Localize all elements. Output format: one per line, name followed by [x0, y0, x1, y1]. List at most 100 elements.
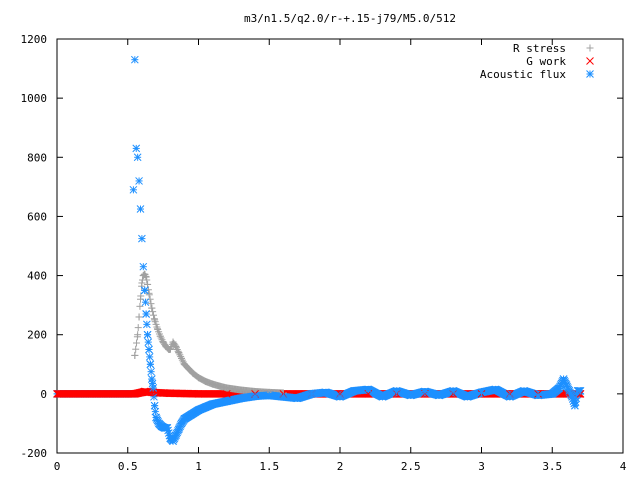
- data-point: [141, 270, 149, 278]
- chart-title: m3/n1.5/q2.0/r-+.15-j79/M5.0/512: [244, 12, 456, 25]
- data-point: [237, 394, 245, 403]
- data-point: [321, 388, 330, 397]
- data-point: [435, 391, 443, 400]
- data-point: [187, 410, 196, 419]
- data-point: [208, 400, 217, 409]
- data-point: [378, 392, 387, 401]
- data-point: [406, 391, 415, 400]
- data-point: [172, 343, 180, 351]
- data-point: [169, 338, 177, 346]
- x-tick-label: 1: [195, 460, 202, 473]
- data-point: [180, 389, 189, 398]
- trail-point: [146, 295, 154, 303]
- data-point: [573, 387, 582, 395]
- series-trail: [140, 286, 585, 446]
- x-tick-label: 3.5: [542, 460, 562, 473]
- legend-marker: [586, 44, 594, 52]
- data-point: [135, 177, 143, 185]
- y-tick-label: 1200: [21, 33, 48, 46]
- data-point: [293, 394, 302, 403]
- y-tick-label: 400: [27, 270, 47, 283]
- data-point: [138, 388, 146, 397]
- data-point: [336, 392, 344, 401]
- legend-label: G work: [526, 55, 566, 68]
- series-2: [129, 55, 582, 446]
- series-0: [131, 270, 287, 397]
- y-tick-label: 1000: [21, 92, 48, 105]
- data-point: [555, 384, 564, 392]
- trail-point: [133, 339, 141, 347]
- trail-point: [172, 344, 180, 352]
- data-point: [265, 391, 274, 400]
- data-point: [138, 234, 146, 243]
- data-point: [143, 330, 152, 339]
- y-tick-label: 600: [27, 210, 47, 223]
- data-point: [163, 424, 172, 432]
- data-point: [130, 55, 139, 64]
- data-point: [180, 360, 188, 368]
- data-point: [194, 390, 203, 398]
- trail-point: [142, 320, 151, 329]
- data-point: [307, 390, 316, 398]
- data-point: [421, 387, 429, 396]
- trail-point: [141, 298, 150, 307]
- x-tick-label: 2: [337, 460, 344, 473]
- legend-label: R stress: [513, 42, 566, 55]
- trail-point: [147, 300, 155, 308]
- data-point: [251, 392, 259, 401]
- data-point: [156, 332, 164, 340]
- data-point: [548, 390, 557, 398]
- data-point: [134, 331, 142, 339]
- data-point: [135, 313, 143, 321]
- data-point: [463, 392, 472, 401]
- data-point: [185, 365, 193, 373]
- legend-marker: [586, 70, 594, 78]
- trail-point: [147, 367, 155, 376]
- data-point: [172, 431, 180, 440]
- data-point: [180, 415, 189, 423]
- data-point: [166, 389, 175, 398]
- data-point: [145, 345, 153, 354]
- trail-point: [136, 302, 144, 310]
- trail-point: [134, 324, 142, 332]
- data-point: [195, 374, 202, 382]
- data-point: [477, 388, 486, 397]
- data-point: [147, 375, 156, 383]
- data-point: [175, 348, 183, 356]
- data-point: [392, 387, 401, 395]
- trail-point: [157, 334, 165, 342]
- data-point: [571, 401, 579, 410]
- y-tick-label: 0: [40, 388, 47, 401]
- data-point: [153, 325, 161, 333]
- data-point: [152, 413, 160, 422]
- data-point: [131, 351, 139, 359]
- data-point: [189, 369, 197, 377]
- data-point: [166, 346, 174, 353]
- x-tick-label: 4: [620, 460, 627, 473]
- data-point: [146, 360, 155, 369]
- data-point: [129, 185, 138, 194]
- data-point: [159, 389, 167, 397]
- data-point: [534, 391, 542, 400]
- data-point: [491, 385, 500, 394]
- data-point: [505, 392, 514, 401]
- trail-point: [143, 276, 151, 284]
- data-point: [136, 205, 145, 213]
- trail-point: [173, 346, 181, 353]
- trail-point: [144, 338, 153, 346]
- data-point: [174, 425, 183, 434]
- data-point: [132, 144, 141, 153]
- data-point: [364, 385, 373, 394]
- data-point: [149, 384, 158, 392]
- y-tick-label: 800: [27, 151, 47, 164]
- data-point: [216, 382, 224, 390]
- data-point: [562, 381, 571, 389]
- data-point: [142, 310, 150, 318]
- data-point: [201, 403, 210, 412]
- data-point: [449, 387, 458, 395]
- data-point: [140, 286, 149, 295]
- x-tick-label: 0.5: [118, 460, 138, 473]
- data-point: [194, 406, 203, 414]
- x-tick-label: 1.5: [259, 460, 279, 473]
